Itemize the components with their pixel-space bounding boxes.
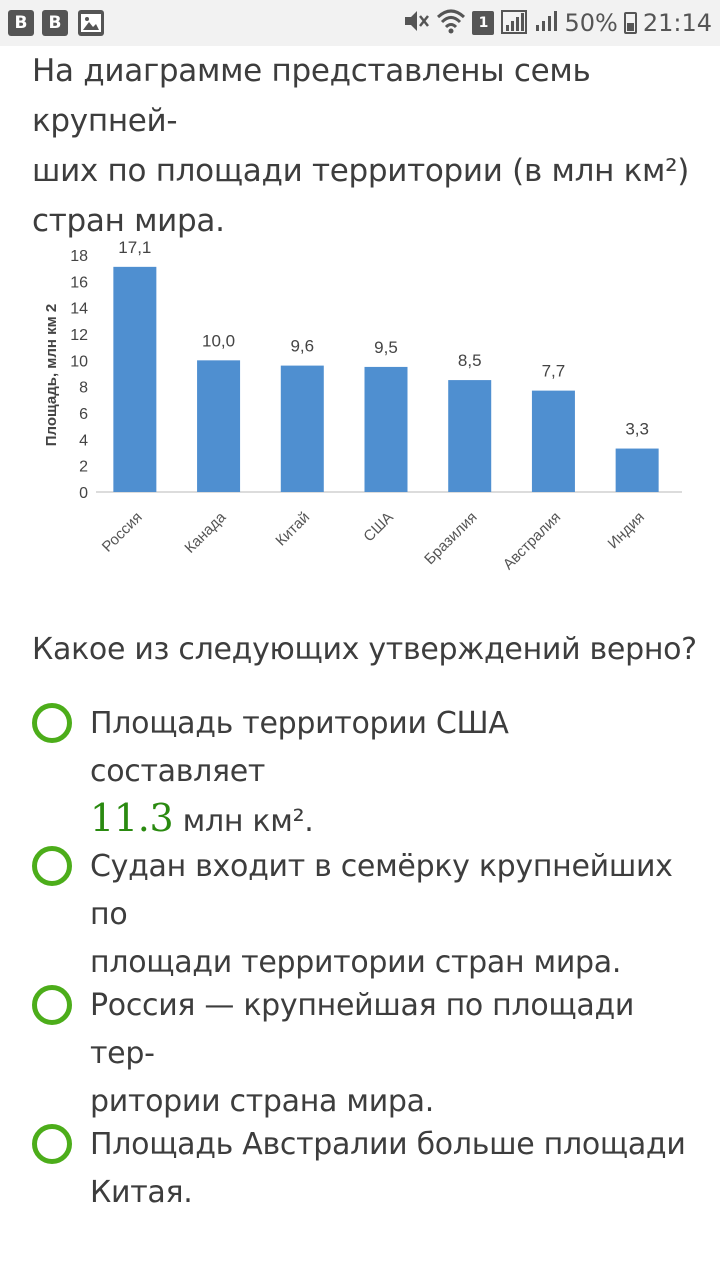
bar	[113, 266, 157, 492]
question-line: стран мира.	[32, 203, 225, 239]
question-prompt: Какое из следующих утверждений верно?	[32, 632, 697, 667]
question-text: На диаграмме представлены семь крупней- …	[32, 46, 692, 246]
option-text: Площадь Австралии больше площади Китая.	[90, 1121, 686, 1217]
y-tick-label: 8	[79, 380, 88, 397]
status-icons: 1 50% 21:14	[402, 0, 712, 46]
x-tick-label: Индия	[605, 509, 648, 552]
data-label: 10,0	[202, 331, 235, 350]
question-line: ших по площади территории (в млн км²)	[32, 153, 690, 189]
y-tick-label: 12	[70, 327, 88, 344]
signal-icon	[534, 7, 558, 39]
image-icon	[78, 10, 104, 36]
option-line: ритории страна мира.	[90, 1084, 434, 1119]
option-text: Судан входит в семёрку крупнейших по пло…	[90, 843, 692, 987]
option-line: Судан входит в семёрку крупнейших по	[90, 849, 673, 932]
x-tick-label: Россия	[99, 509, 146, 556]
answer-option-3[interactable]: Россия — крупнейшая по площади тер- рито…	[32, 982, 692, 1126]
bar	[531, 390, 575, 492]
option-line: 11.3 млн км².	[90, 796, 692, 846]
option-unit: млн км².	[173, 804, 314, 839]
y-tick-label: 10	[70, 353, 88, 370]
x-tick-label: США	[360, 509, 396, 545]
y-tick-label: 6	[79, 406, 88, 423]
y-axis-label: Площадь, млн км 2	[43, 304, 60, 447]
y-tick-label: 0	[79, 485, 88, 502]
y-tick-label: 16	[70, 274, 88, 291]
data-label: 7,7	[542, 362, 566, 381]
data-label: 17,1	[118, 238, 151, 257]
y-tick-label: 18	[70, 248, 88, 265]
radio-button[interactable]	[32, 1124, 72, 1164]
y-tick-label: 4	[79, 432, 88, 449]
option-line: Китая.	[90, 1175, 193, 1210]
clock: 21:14	[642, 9, 712, 37]
battery-percent: 50%	[564, 9, 618, 37]
x-tick-label: Канада	[181, 508, 229, 556]
radio-button[interactable]	[32, 703, 72, 743]
answer-option-1[interactable]: Площадь территории США составляет 11.3 м…	[32, 700, 692, 846]
answer-option-2[interactable]: Судан входит в семёрку крупнейших по пло…	[32, 843, 692, 987]
option-line: Площадь Австралии больше площади	[90, 1127, 686, 1162]
question-line: На диаграмме представлены семь крупней-	[32, 53, 591, 139]
battery-icon	[623, 12, 637, 34]
data-label: 9,5	[374, 338, 398, 357]
bar	[615, 448, 659, 492]
option-line: площади территории стран мира.	[90, 945, 622, 980]
signal-icon	[500, 7, 528, 39]
bar	[280, 365, 324, 492]
y-tick-label: 2	[79, 459, 88, 476]
option-text: Площадь территории США составляет 11.3 м…	[90, 700, 692, 846]
option-line: Россия — крупнейшая по площади тер-	[90, 988, 635, 1071]
data-label: 9,6	[290, 337, 314, 356]
option-text: Россия — крупнейшая по площади тер- рито…	[90, 982, 692, 1126]
bar	[448, 380, 492, 492]
sim-icon: 1	[472, 11, 495, 35]
bar	[197, 360, 241, 492]
highlighted-number: 11.3	[90, 796, 174, 840]
status-bar: B B 1 50% 21:14	[0, 0, 720, 46]
x-tick-label: Австралия	[500, 509, 564, 573]
radio-button[interactable]	[32, 985, 72, 1025]
x-tick-label: Китай	[272, 509, 313, 550]
app-notification-icon: B	[42, 10, 68, 36]
mute-icon	[402, 7, 430, 39]
x-tick-label: Бразилия	[421, 509, 480, 568]
radio-button[interactable]	[32, 846, 72, 886]
y-tick-label: 14	[70, 301, 88, 318]
option-line: Площадь территории США составляет	[90, 706, 509, 789]
bar	[364, 366, 408, 492]
answer-option-4[interactable]: Площадь Австралии больше площади Китая.	[32, 1121, 692, 1217]
data-label: 3,3	[625, 420, 649, 439]
app-notification-icon: B	[8, 10, 34, 36]
data-label: 8,5	[458, 351, 482, 370]
wifi-icon	[436, 7, 466, 39]
